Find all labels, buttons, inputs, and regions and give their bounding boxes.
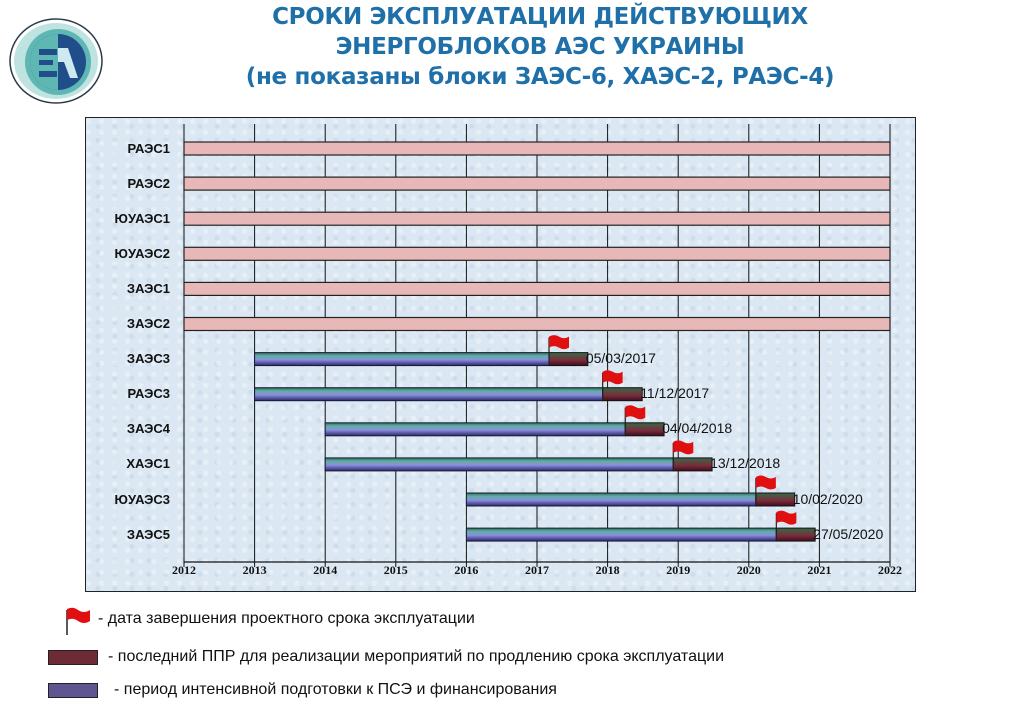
x-tick-2015: 2015 <box>383 563 408 577</box>
x-tick-2018: 2018 <box>595 563 620 577</box>
row-label: РАЭС1 <box>127 140 170 156</box>
date-label: 04/04/2018 <box>662 420 733 437</box>
legend-prep-label: - период интенсивной подготовки к ПСЭ и … <box>114 681 557 698</box>
row-label: ЮУАЭС2 <box>114 245 170 261</box>
extended-bar <box>183 316 891 332</box>
extended-bar <box>183 281 891 296</box>
x-tick-2022: 2022 <box>878 563 902 577</box>
flag-icon <box>672 440 694 471</box>
ppr-bar <box>755 492 796 507</box>
prep-bar <box>324 457 674 472</box>
row-label: ЗАЭС4 <box>126 421 170 437</box>
date-label: 13/12/2018 <box>710 455 781 472</box>
prep-bar <box>465 527 777 542</box>
ppr-swatch <box>48 650 98 665</box>
date-label: 10/02/2020 <box>792 490 863 507</box>
legend-ppr-label: - последний ППР для реализации мероприят… <box>108 648 724 665</box>
x-tick-2019: 2019 <box>666 563 691 577</box>
ppr-bar <box>775 527 816 542</box>
prep-bar <box>324 422 626 437</box>
extended-bar <box>183 141 891 156</box>
row-label: РАЭС3 <box>127 386 170 402</box>
flag-icon <box>775 510 797 542</box>
row-label: ЗАЭС1 <box>126 280 170 296</box>
flag-icon <box>755 475 776 506</box>
row-label: ХАЭС1 <box>126 456 170 472</box>
x-tick-2012: 2012 <box>172 563 196 577</box>
x-tick-2017: 2017 <box>525 563 549 577</box>
date-label: 05/03/2017 <box>585 350 656 367</box>
row-label: РАЭС2 <box>127 175 170 191</box>
prep-bar <box>465 492 757 507</box>
flags <box>548 335 797 542</box>
extended-bar <box>183 176 891 191</box>
x-tick-2016: 2016 <box>454 563 479 577</box>
prep-bar <box>254 352 550 367</box>
x-tick-2013: 2013 <box>242 563 267 577</box>
flag-icon <box>548 335 570 366</box>
ea-logo-icon <box>6 16 104 104</box>
flag-icon <box>602 370 623 401</box>
row-label: ЗАЭС2 <box>126 316 170 331</box>
x-tick-2020: 2020 <box>736 563 761 577</box>
extended-bar <box>183 246 891 261</box>
prep-swatch <box>48 683 98 698</box>
bars <box>183 141 891 542</box>
title-line-2: ЭНЕРГОБЛОКОВ АЭС УКРАИНЫ <box>335 34 745 60</box>
row-label: ЮУАЭС1 <box>114 210 170 226</box>
title-line-1: СРОКИ ЭКСПЛУАТАЦИИ ДЕЙСТВУЮЩИХ <box>272 4 808 30</box>
row-label: ЗАЭС3 <box>126 351 170 367</box>
date-label: 11/12/2017 <box>640 385 710 402</box>
ppr-bar <box>548 352 589 367</box>
title-line-3: (не показаны блоки ЗАЭС-6, ХАЭС-2, РАЭС-… <box>245 64 835 90</box>
ppr-bar <box>602 387 643 402</box>
legend-flag-label: - дата завершения проектного срока экспл… <box>98 610 475 627</box>
ppr-bar <box>672 457 713 472</box>
prep-bar <box>254 387 604 402</box>
x-tick-2021: 2021 <box>807 563 832 577</box>
date-label: 27/05/2020 <box>813 525 884 542</box>
page-title: СРОКИ ЭКСПЛУАТАЦИИ ДЕЙСТВУЮЩИХ ЭНЕРГОБЛО… <box>200 2 880 92</box>
row-label: ЗАЭС5 <box>126 526 170 542</box>
x-tick-2014: 2014 <box>313 563 338 577</box>
flag-icon <box>66 607 90 635</box>
flag-icon <box>624 405 646 436</box>
ppr-bar <box>624 422 665 437</box>
row-label: ЮУАЭС3 <box>114 491 170 507</box>
extended-bar <box>183 211 891 226</box>
